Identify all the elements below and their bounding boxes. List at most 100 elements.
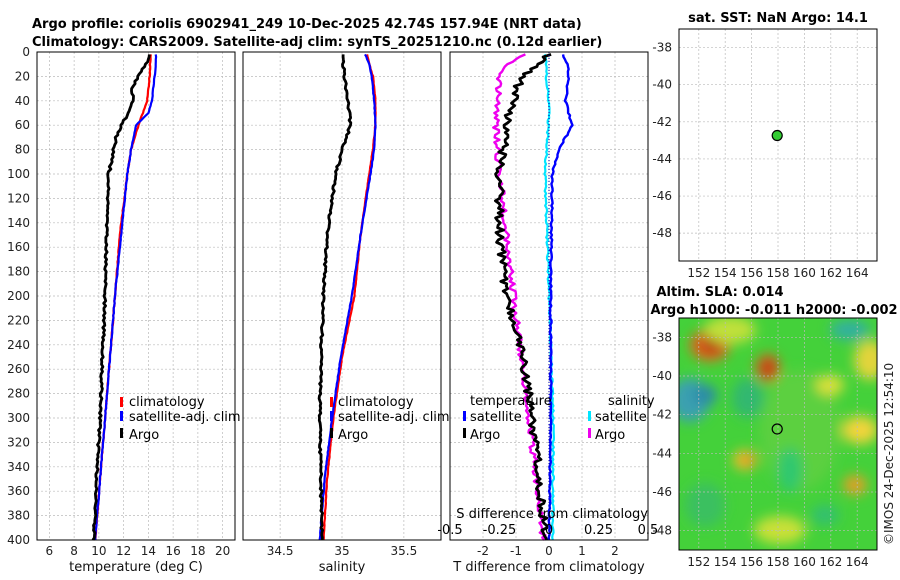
sst-points (771, 129, 783, 142)
lat-tick-label: -44 (652, 152, 672, 166)
legend-swatch-climatology (330, 397, 333, 407)
temperature-tick-labels: 6 8 10 12 14 16 18 20 (46, 544, 231, 558)
salinity-lines (317, 53, 377, 541)
series-line-argo (91, 54, 151, 541)
sst-tick-labels: 152 154 156 158 160 162 164 -38 -40 -42 -44 -46 -48 (652, 41, 868, 280)
y-tick-label: 160 (7, 240, 30, 254)
y-tick-label: 60 (15, 118, 30, 132)
sla-axes-box (678, 317, 878, 551)
lon-tick-label: 154 (714, 266, 737, 280)
x-tick-label: 2 (611, 544, 619, 558)
lat-tick-label: -46 (652, 485, 672, 499)
y-tick-label: 140 (7, 216, 30, 230)
legend-swatch-argo (120, 428, 123, 438)
y-tick-label: 220 (7, 313, 30, 327)
s-tick-label: -0.25 (483, 523, 517, 538)
x-tick-label: 20 (215, 544, 230, 558)
sla-map-panel: Altim. SLA: 0.014 Argo h1000: -0.011 h20… (650, 285, 897, 569)
series-line-satellite-adj-clim (318, 53, 377, 541)
s-difference-tick-labels: -0.5 -0.25 0 0.25 0.5 (437, 523, 658, 538)
legend-swatch-satellite (120, 411, 123, 421)
footer-timestamp: ©IMOS 24-Dec-2025 12:54:10 (882, 363, 896, 545)
title-line-1: Argo profile: coriolis 6902941_249 10-De… (32, 17, 582, 32)
legend-swatch-s-argo (588, 428, 591, 438)
lat-tick-label: -40 (652, 369, 672, 383)
lon-tick-label: 164 (846, 555, 869, 569)
sla-title-2: Argo h1000: -0.011 h2000: -0.002 (650, 303, 897, 318)
x-tick-label: 0 (545, 544, 553, 558)
temperature-lines (91, 54, 158, 541)
sla-grid (679, 318, 877, 550)
salinity-legend: climatology satellite-adj. clim Argo (330, 395, 450, 443)
legend-swatch-s-satellite (588, 411, 591, 421)
y-tick-label: 40 (15, 94, 30, 108)
lon-tick-label: 158 (767, 266, 790, 280)
y-tick-label: 100 (7, 167, 30, 181)
salinity-grid (243, 51, 441, 541)
legend-label-s-satellite: satellite (595, 410, 647, 425)
lon-tick-label: 160 (793, 555, 816, 569)
lon-tick-label: 156 (740, 266, 763, 280)
y-tick-label: 0 (22, 45, 30, 59)
temperature-legend: climatology satellite-adj. clim Argo (120, 395, 241, 443)
s-tick-label: -0.5 (437, 523, 462, 538)
legend-label-s-argo: Argo (595, 428, 625, 443)
x-tick-label: 10 (91, 544, 106, 558)
t-difference-tick-labels: -2 -1 0 1 2 (477, 544, 619, 558)
x-tick-label: 6 (46, 544, 54, 558)
legend-label-satellite: satellite-adj. clim (338, 410, 450, 425)
legend-label-t-argo: Argo (470, 428, 500, 443)
lon-tick-label: 152 (687, 555, 710, 569)
legend-header-salinity: salinity (608, 394, 655, 409)
sst-axes-box (678, 28, 878, 262)
lon-tick-label: 152 (687, 266, 710, 280)
legend-label-argo: Argo (338, 428, 368, 443)
argo-position-marker (771, 423, 783, 435)
s-tick-label: 0 (545, 523, 553, 538)
temperature-xlabel: temperature (deg C) (69, 560, 203, 575)
lat-tick-label: -48 (652, 524, 672, 538)
lat-tick-label: -48 (652, 226, 672, 240)
s-tick-label: 0.5 (638, 523, 659, 538)
temperature-axes-box (36, 51, 236, 541)
series-line-s-satellite (543, 53, 556, 541)
sla-points (771, 423, 783, 435)
y-tick-label: 120 (7, 191, 30, 205)
x-tick-label: 14 (141, 544, 156, 558)
series-line-satellite-adj-clim (94, 54, 158, 541)
lon-tick-label: 164 (846, 266, 869, 280)
y-tick-label: 260 (7, 362, 30, 376)
y-tick-label: 240 (7, 338, 30, 352)
difference-panel: -2 -1 0 1 2 S difference from climatology -0… (437, 51, 658, 575)
lon-tick-label: 160 (793, 266, 816, 280)
temperature-panel: 0 20 40 60 80 100 120 140 160 180 200 220 240 260 280 3… (7, 45, 241, 575)
y-tick-label: 340 (7, 460, 30, 474)
lat-tick-label: -38 (652, 330, 672, 344)
y-tick-label: 320 (7, 435, 30, 449)
t-difference-xlabel: T difference from climatology (452, 560, 645, 575)
x-tick-label: 12 (116, 544, 131, 558)
sla-blobs (679, 318, 877, 544)
sst-title: sat. SST: NaN Argo: 14.1 (688, 11, 868, 26)
x-tick-label: 8 (70, 544, 78, 558)
series-line-s-argo (492, 53, 547, 541)
y-tick-label: 300 (7, 411, 30, 425)
legend-label-climatology: climatology (338, 395, 414, 410)
y-tick-label: 180 (7, 265, 30, 279)
y-tick-label: 400 (7, 533, 30, 547)
argo-position-marker (771, 129, 783, 142)
y-tick-label: 20 (15, 69, 30, 83)
lat-tick-label: -38 (652, 41, 672, 55)
legend-label-argo: Argo (129, 428, 159, 443)
legend-label-t-satellite: satellite (470, 410, 522, 425)
title-line-2: Climatology: CARS2009. Satellite-adj cli… (32, 35, 602, 50)
lat-tick-label: -42 (652, 408, 672, 422)
legend-label-climatology: climatology (129, 395, 205, 410)
x-tick-label: 34.5 (267, 544, 294, 558)
salinity-xlabel: salinity (319, 560, 366, 575)
lon-tick-label: 158 (767, 555, 790, 569)
legend-swatch-t-satellite (463, 411, 466, 421)
s-tick-label: 0.25 (584, 523, 613, 538)
salinity-tick-labels: 34.5 35 35.5 (267, 544, 417, 558)
